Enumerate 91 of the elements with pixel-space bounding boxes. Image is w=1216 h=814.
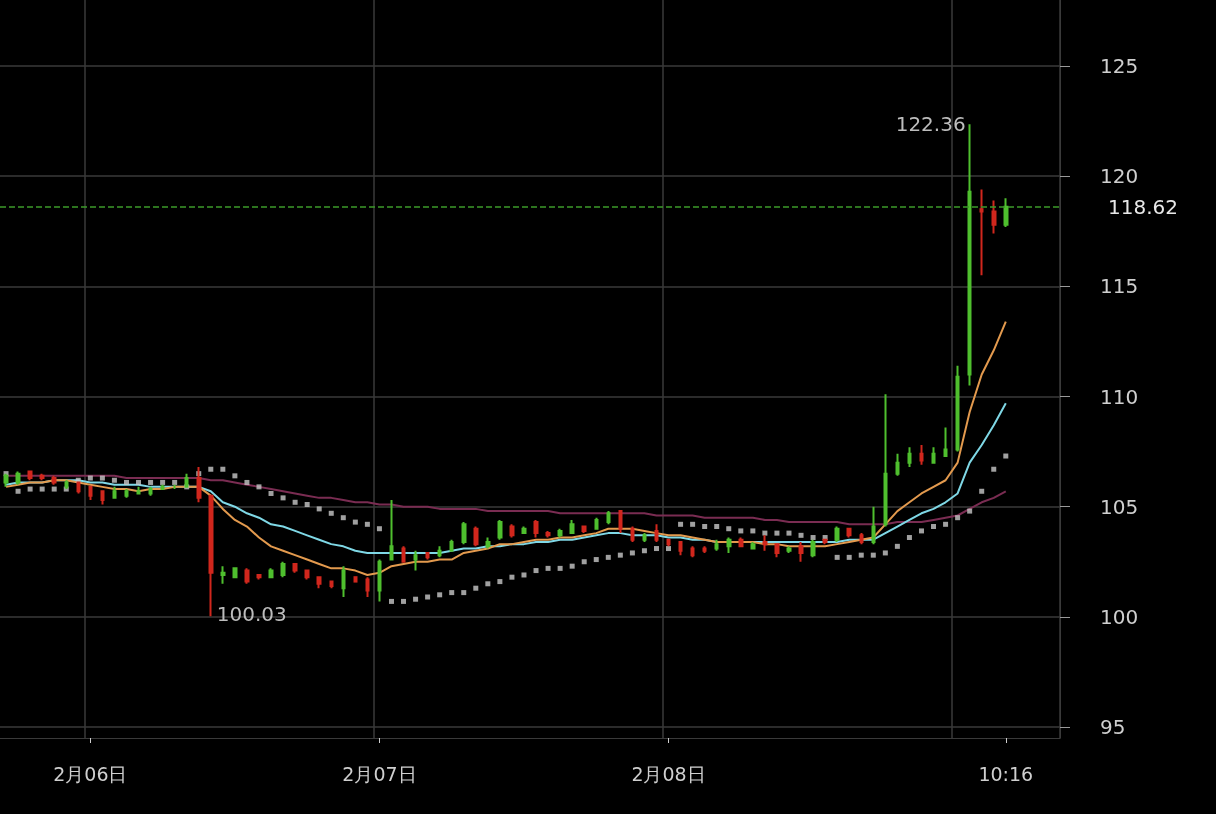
y-tick-label: 95 <box>1100 714 1126 739</box>
candlestick <box>895 452 900 477</box>
x-tick-label: 2月06日 <box>53 762 128 785</box>
candlestick <box>557 527 563 539</box>
candlestick <box>413 549 418 572</box>
candlestick <box>569 518 575 535</box>
candlestick <box>51 474 57 486</box>
y-tick-label: 120 <box>1100 164 1139 189</box>
candlestick <box>738 536 744 548</box>
candlestick <box>907 446 912 469</box>
y-tick-label: 115 <box>1100 274 1139 299</box>
candlestick <box>353 576 358 583</box>
candlestick <box>919 444 924 466</box>
ref-line-label: 118.62 <box>1108 194 1178 219</box>
candlestick <box>810 538 816 559</box>
annotation: 100.03 <box>216 602 287 627</box>
candlestick <box>581 525 587 535</box>
candlestick <box>702 545 707 554</box>
annotation: 122.36 <box>895 112 966 137</box>
candlestick <box>714 538 719 552</box>
candlestick <box>136 485 141 495</box>
x-tick-label: 2月08日 <box>631 762 706 785</box>
candlestick <box>449 538 454 552</box>
candlestick <box>545 529 551 539</box>
candlestick <box>521 525 527 535</box>
candlestick <box>846 527 852 539</box>
y-tick-label: 125 <box>1100 54 1139 79</box>
candlestick <box>883 393 888 528</box>
line-series <box>5 402 1007 554</box>
candlestick <box>377 558 382 603</box>
candlestick <box>533 518 539 539</box>
candlestick <box>678 540 683 557</box>
candlestick <box>955 364 960 453</box>
x-tick-label: 2月07日 <box>342 762 417 785</box>
candlestick <box>642 532 647 543</box>
candlestick <box>389 499 394 561</box>
candlestick <box>15 470 21 486</box>
candlestick <box>304 569 310 581</box>
candlestick <box>316 576 322 590</box>
candlestick <box>148 485 153 497</box>
candlestick <box>27 470 33 482</box>
y-tick-label: 105 <box>1100 494 1139 519</box>
y-tick-label: 100 <box>1100 604 1139 629</box>
candlestick <box>485 536 491 550</box>
candlestick <box>268 567 274 579</box>
candlestick <box>726 536 732 554</box>
candlestick <box>774 543 780 559</box>
candlestick <box>220 565 226 585</box>
candlestick <box>124 488 129 499</box>
candlestick <box>871 505 876 546</box>
candlestick <box>365 576 370 599</box>
candlestick <box>798 540 804 563</box>
candlestick <box>750 540 756 550</box>
candlestick <box>594 516 599 530</box>
candlestick <box>461 521 467 546</box>
candlestick <box>39 472 45 482</box>
candlestick <box>690 545 695 559</box>
candlestick <box>654 523 659 543</box>
candlestick <box>967 123 972 387</box>
candlestick <box>991 199 997 235</box>
candlestick <box>822 538 828 546</box>
candlestick <box>208 494 214 618</box>
candlestick <box>473 525 479 548</box>
candlestick <box>232 567 238 579</box>
candlestick <box>931 446 936 464</box>
y-tick-label: 110 <box>1100 384 1139 409</box>
candlestick <box>618 510 623 535</box>
candlestick <box>979 188 984 277</box>
candlestick <box>497 518 503 541</box>
x-tick-label: 10:16 <box>978 762 1034 785</box>
candlestick <box>786 545 792 554</box>
candlestick <box>280 560 286 579</box>
candlestick <box>292 562 298 574</box>
candlestick <box>437 545 442 559</box>
candlestick <box>859 532 864 546</box>
candlestick <box>943 426 948 458</box>
candlestick <box>606 510 611 526</box>
candlestick <box>1003 197 1009 228</box>
candlestick <box>834 525 840 543</box>
candlestick <box>112 485 117 499</box>
candlestick <box>341 565 346 599</box>
candlestick <box>425 551 430 561</box>
candlestick <box>256 573 262 581</box>
candlestick <box>630 525 635 543</box>
candlestick <box>100 490 105 506</box>
candlestick <box>88 485 93 502</box>
line-series <box>5 320 1007 576</box>
candlestick <box>509 523 515 539</box>
candlestick <box>329 580 334 590</box>
candlestick <box>244 567 250 585</box>
candlestick <box>401 545 406 563</box>
